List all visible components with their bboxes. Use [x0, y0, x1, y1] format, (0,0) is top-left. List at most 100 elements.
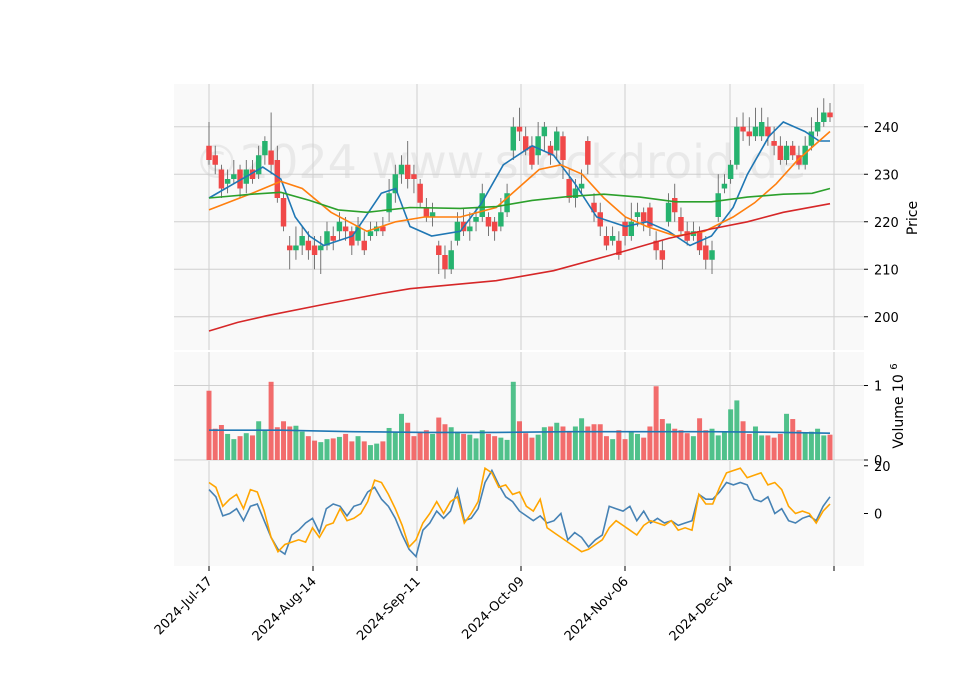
candle-body — [286, 245, 293, 251]
volume-bar — [448, 427, 454, 460]
candle-body — [777, 145, 784, 160]
candle-body — [255, 155, 262, 175]
volume-bar — [572, 426, 578, 460]
candlesticks — [206, 98, 833, 279]
candle-body — [473, 217, 479, 222]
volume-bar — [777, 433, 783, 460]
volume-bar — [752, 426, 758, 460]
moving-average-lines — [208, 121, 831, 332]
candle-body — [715, 193, 721, 217]
candle-body — [280, 198, 287, 227]
oscillator-line — [208, 466, 831, 554]
volume-y-ticks: 01 — [864, 380, 882, 469]
candle-body — [622, 221, 628, 236]
volume-bar — [454, 431, 460, 460]
candle-body — [231, 174, 237, 179]
volume-bar — [212, 428, 218, 460]
volume-bar — [355, 436, 361, 460]
volume-bar — [436, 417, 442, 460]
candle-body — [206, 145, 212, 160]
volume-bar — [728, 409, 734, 460]
volume-bar — [343, 433, 349, 460]
volume-bar — [784, 413, 790, 460]
price-y-tick-label: 200 — [874, 311, 899, 326]
candle-body — [572, 188, 579, 198]
moving-average-line — [208, 187, 831, 214]
volume-bar — [579, 418, 585, 460]
volume-bar — [678, 430, 684, 460]
candle-body — [237, 169, 243, 189]
volume-bar — [268, 381, 274, 460]
candle-body — [647, 207, 653, 227]
volume-bar — [672, 428, 678, 460]
candle-body — [467, 226, 473, 232]
volume-bar — [808, 431, 814, 460]
candle-body — [578, 183, 585, 189]
candle-body — [678, 217, 684, 232]
candle-body — [330, 236, 336, 241]
candle-body — [318, 245, 324, 251]
oscillator-line — [208, 468, 831, 559]
volume-bar — [399, 413, 404, 460]
candle-body — [423, 207, 430, 217]
candle-body — [634, 212, 641, 217]
oscillator-y-tick-label: 0 — [874, 508, 882, 523]
volume-bars — [206, 381, 833, 460]
candle-body — [771, 141, 777, 146]
volume-bar — [554, 422, 560, 460]
candle-body — [653, 240, 659, 251]
candle-body — [684, 231, 690, 241]
candle-body — [218, 169, 225, 189]
volume-bar — [262, 430, 268, 460]
candle-body — [324, 231, 330, 246]
volume-bar — [802, 432, 808, 460]
candle-body — [585, 141, 591, 165]
price-y-tick-label: 230 — [874, 168, 899, 183]
volume-bar — [759, 435, 765, 460]
moving-average-line — [208, 121, 830, 247]
candle-body — [355, 226, 361, 241]
volume-bar — [361, 441, 367, 460]
candle-body — [566, 179, 572, 198]
candle-body — [386, 193, 392, 213]
candle-body — [740, 126, 746, 132]
volume-bar — [641, 437, 647, 460]
candle-body — [411, 174, 417, 179]
oscillator-lines — [208, 466, 831, 559]
volume-bar — [740, 421, 746, 460]
volume-bar — [771, 437, 777, 460]
volume-y-tick-label: 1 — [874, 380, 882, 395]
candle-body — [821, 112, 827, 122]
volume-bar — [492, 436, 498, 460]
candle-body — [361, 240, 367, 251]
volume-bar — [386, 427, 392, 460]
volume-bar — [560, 426, 566, 460]
candle-body — [522, 136, 529, 151]
candle-body — [808, 131, 815, 146]
volume-bar — [628, 432, 634, 460]
candle-body — [293, 245, 299, 251]
volume-bar — [312, 440, 318, 460]
volume-bar — [442, 424, 448, 460]
candle-body — [268, 150, 274, 165]
candle-body — [814, 122, 821, 132]
candle-body — [274, 160, 281, 198]
volume-bar — [330, 438, 336, 460]
candle-body — [429, 212, 436, 217]
volume-bar — [299, 431, 305, 460]
candle-body — [765, 126, 771, 137]
volume-bar — [206, 390, 212, 460]
volume-bar — [746, 433, 752, 460]
volume-bar — [827, 434, 833, 460]
volume-bar — [647, 426, 653, 460]
candle-body — [404, 164, 411, 179]
candle-body — [554, 131, 560, 151]
candle-body — [827, 112, 833, 118]
candle-body — [448, 250, 454, 270]
candle-body — [535, 136, 541, 156]
oscillator-panel-background — [174, 461, 864, 566]
volume-bar — [324, 439, 330, 460]
price-y-ticks: 200 210 220 230 240 — [864, 121, 899, 326]
volume-bar — [274, 427, 280, 460]
